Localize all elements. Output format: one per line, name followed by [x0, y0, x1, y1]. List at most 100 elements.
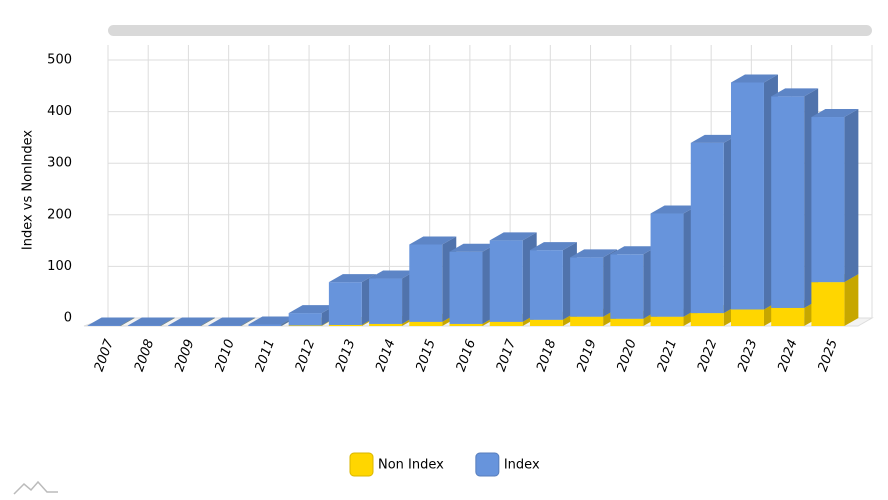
- bar-stack-segment: [771, 88, 819, 308]
- bar: [730, 82, 764, 310]
- bar-top: [369, 270, 417, 279]
- bar: [328, 324, 362, 326]
- bar-side: [120, 317, 135, 326]
- bar-stack-segment: [208, 317, 256, 326]
- x-tick-label: 2022: [695, 337, 720, 373]
- bar-stack-segment: [610, 246, 658, 319]
- x-tick-label: 2025: [816, 337, 841, 373]
- bar: [570, 316, 604, 326]
- bar: [127, 325, 161, 326]
- bar-stack-segment: [730, 74, 778, 310]
- bar: [248, 324, 282, 326]
- bar-top: [489, 232, 537, 241]
- x-tick-label: 2023: [735, 337, 760, 373]
- bar-top: [208, 317, 256, 326]
- bar-stack-segment: [449, 243, 497, 324]
- bar-stack-segment: [811, 109, 859, 283]
- bar: [208, 325, 242, 326]
- x-tick-label: 2008: [132, 337, 157, 373]
- bar-stack-segment: [570, 249, 618, 317]
- bar: [811, 117, 845, 283]
- x-tick-label: 2020: [614, 337, 639, 373]
- bar-top: [248, 316, 296, 325]
- bar: [288, 313, 322, 326]
- bar-top: [168, 317, 216, 326]
- bar: [730, 309, 764, 326]
- bar-top: [570, 249, 618, 258]
- bar: [369, 323, 403, 326]
- x-tick-label: 2017: [494, 337, 520, 374]
- bar-top: [449, 243, 497, 252]
- y-tick-label: 500: [47, 53, 72, 68]
- bar-top: [610, 246, 658, 255]
- y-tick-label: 100: [47, 259, 72, 274]
- bar: [771, 307, 805, 326]
- bar: [529, 319, 563, 326]
- legend-swatch: [349, 452, 374, 477]
- y-tick-label: 400: [47, 104, 72, 119]
- x-tick-label: 2010: [212, 337, 237, 373]
- bar: [449, 251, 483, 324]
- bar: [409, 321, 443, 326]
- bar: [168, 325, 202, 326]
- x-tick-label: 2019: [574, 337, 599, 373]
- x-tick-label: 2013: [333, 337, 358, 373]
- bar: [409, 244, 443, 322]
- bar: [771, 96, 805, 308]
- x-tick-label: 2007: [92, 337, 118, 374]
- bar: [449, 323, 483, 326]
- scrollbar[interactable]: [108, 25, 872, 36]
- bar-stack-segment: [168, 317, 216, 326]
- legend-swatch: [475, 452, 500, 477]
- bar: [650, 213, 684, 317]
- bar: [570, 257, 604, 317]
- bar-side: [241, 317, 256, 326]
- bar-top: [690, 134, 738, 143]
- bar-top: [87, 317, 135, 326]
- x-tick-label: 2009: [172, 337, 197, 373]
- x-tick-label: 2012: [293, 337, 318, 373]
- bar: [328, 282, 362, 325]
- bar: [489, 240, 523, 322]
- y-tick-label: 200: [47, 207, 72, 222]
- bar-stack-segment: [489, 232, 537, 322]
- bar-stack-segment: [409, 236, 457, 322]
- bar: [811, 282, 845, 326]
- x-tick-label: 2018: [534, 337, 559, 373]
- bar: [87, 325, 121, 326]
- bar: [369, 278, 403, 324]
- y-tick-label: 300: [47, 156, 72, 171]
- bar-top: [650, 205, 698, 214]
- y-axis-label: Index vs NonIndex: [21, 130, 36, 251]
- y-tick-label: 0: [64, 311, 72, 326]
- bar-side: [201, 317, 216, 326]
- x-tick-label: 2015: [413, 337, 438, 373]
- bar-top: [328, 274, 376, 283]
- x-tick-label: 2024: [775, 337, 800, 373]
- bar-top: [288, 305, 336, 314]
- legend: Non Index Index: [349, 452, 540, 477]
- bar-stack-segment: [328, 274, 376, 325]
- bar-stack-segment: [690, 134, 738, 314]
- legend-label: Non Index: [378, 458, 444, 473]
- bar: [529, 250, 563, 320]
- bar: [610, 254, 644, 319]
- bar: [690, 142, 724, 314]
- bar: [489, 321, 523, 326]
- legend-label: Index: [504, 458, 540, 473]
- logo: [13, 480, 58, 495]
- x-tick-label: 2011: [253, 337, 278, 373]
- bar: [610, 318, 644, 326]
- bar-top: [811, 109, 859, 118]
- x-tick-label: 2021: [655, 337, 680, 373]
- bar-stack-segment: [87, 317, 135, 326]
- bar-stack-segment: [650, 205, 698, 317]
- bar-top: [529, 242, 577, 251]
- bar: [650, 316, 684, 326]
- bar-side: [160, 317, 175, 326]
- bar-stack-segment: [369, 270, 417, 324]
- bar-top: [127, 317, 175, 326]
- bar: [288, 325, 322, 326]
- bar-stack-segment: [529, 242, 577, 320]
